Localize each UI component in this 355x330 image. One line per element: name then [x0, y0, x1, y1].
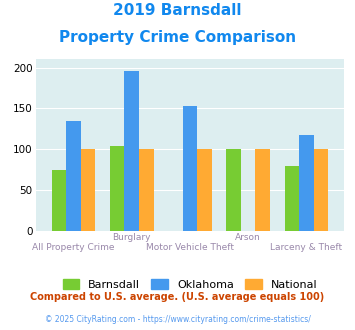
Text: © 2025 CityRating.com - https://www.cityrating.com/crime-statistics/: © 2025 CityRating.com - https://www.city… [45, 315, 310, 324]
Bar [110, 146, 124, 231]
Bar [66, 121, 81, 231]
Bar [226, 149, 241, 231]
Text: Compared to U.S. average. (U.S. average equals 100): Compared to U.S. average. (U.S. average … [31, 292, 324, 302]
Text: Burglary: Burglary [113, 233, 151, 242]
Text: Motor Vehicle Theft: Motor Vehicle Theft [146, 243, 234, 251]
Bar [51, 170, 66, 231]
Bar [124, 71, 139, 231]
Bar [182, 106, 197, 231]
Bar [197, 149, 212, 231]
Bar [139, 149, 153, 231]
Text: Property Crime Comparison: Property Crime Comparison [59, 30, 296, 45]
Text: All Property Crime: All Property Crime [32, 243, 115, 251]
Text: Larceny & Theft: Larceny & Theft [271, 243, 343, 251]
Bar [256, 149, 270, 231]
Text: 2019 Barnsdall: 2019 Barnsdall [113, 3, 242, 18]
Bar [299, 135, 314, 231]
Legend: Barnsdall, Oklahoma, National: Barnsdall, Oklahoma, National [58, 274, 322, 294]
Text: Arson: Arson [235, 233, 261, 242]
Bar [285, 166, 299, 231]
Bar [314, 149, 328, 231]
Bar [81, 149, 95, 231]
